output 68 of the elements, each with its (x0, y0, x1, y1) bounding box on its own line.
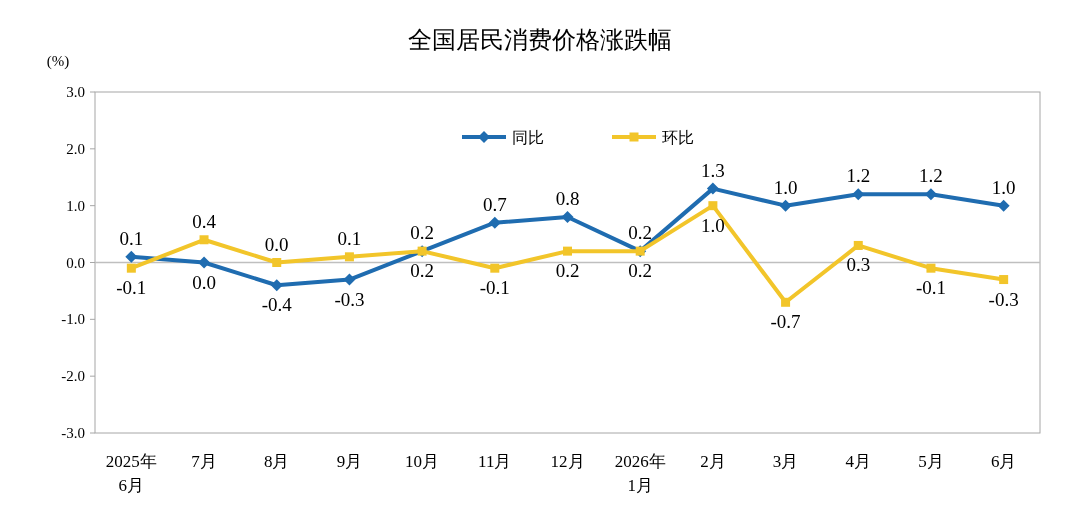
point (853, 240, 863, 250)
data-label: 0.2 (410, 260, 434, 282)
data-label: -0.7 (770, 311, 801, 333)
x-tick-label: 4月 (845, 452, 872, 471)
x-tick-label: 2026年 1月 (614, 452, 666, 495)
y-tick-label: -3.0 (61, 425, 85, 441)
data-label: 0.2 (628, 260, 653, 282)
y-tick-label: -2.0 (61, 368, 85, 385)
point (781, 297, 791, 307)
point (344, 252, 354, 262)
data-label: 1.2 (919, 165, 943, 187)
x-tick-label: 11月 (478, 452, 512, 471)
point (488, 216, 501, 229)
data-label: 1.3 (701, 159, 725, 181)
data-label: 1.2 (846, 165, 871, 187)
point (125, 250, 138, 263)
data-label: 1.0 (773, 176, 798, 198)
data-label: -0.3 (334, 288, 365, 310)
legend-label: 环比 (662, 129, 694, 146)
point (272, 258, 282, 267)
y-tick-label: 3.0 (66, 84, 85, 100)
data-label: 0.4 (192, 210, 217, 232)
point (270, 279, 283, 292)
data-label: 0.0 (192, 271, 216, 293)
data-label: 1.0 (701, 214, 725, 236)
data-label: -0.1 (915, 277, 946, 299)
y-tick-label: -1.0 (61, 311, 85, 328)
x-tick-label: 8月 (263, 452, 290, 471)
data-label: -0.1 (479, 277, 510, 299)
x-tick-label: 2025年 6月 (105, 452, 157, 495)
data-label: -0.3 (988, 288, 1019, 310)
y-axis-title: (%) (46, 53, 70, 70)
data-label: -0.1 (116, 277, 147, 299)
point (126, 263, 136, 273)
x-tick-label: 6月 (990, 452, 1017, 471)
data-label: 0.2 (628, 222, 653, 244)
y-tick-label: 2.0 (66, 140, 85, 157)
data-label: 0.7 (482, 193, 507, 215)
data-label: 0.2 (555, 260, 580, 282)
data-label: 0.2 (410, 222, 434, 244)
point (926, 263, 936, 273)
chart-title: 全国居民消费价格涨跌幅 (408, 27, 672, 53)
point (563, 246, 572, 256)
data-label: 0.1 (337, 227, 362, 249)
data-label: -0.4 (261, 294, 293, 316)
x-tick-label: 2月 (700, 452, 726, 471)
x-tick-label: 5月 (918, 452, 944, 471)
x-tick-label: 3月 (772, 452, 799, 471)
point (706, 182, 719, 195)
data-label: 0.8 (555, 188, 580, 210)
point (999, 275, 1009, 285)
point (561, 211, 574, 224)
x-tick-label: 12月 (550, 452, 585, 471)
y-tick-label: 1.0 (66, 197, 85, 214)
y-tick-label: 0.0 (66, 254, 85, 271)
data-label: 1.0 (991, 176, 1016, 198)
data-label: 0.0 (264, 233, 289, 255)
data-label: 0.3 (846, 254, 871, 276)
point (708, 201, 718, 211)
x-tick-label: 9月 (336, 452, 363, 471)
data-label: 0.1 (119, 227, 144, 249)
point (199, 235, 209, 245)
point (198, 256, 211, 269)
point (490, 263, 500, 273)
x-tick-label: 10月 (405, 452, 440, 471)
point (779, 199, 792, 212)
legend-label: 同比 (512, 129, 544, 146)
x-tick-label: 7月 (191, 452, 217, 471)
